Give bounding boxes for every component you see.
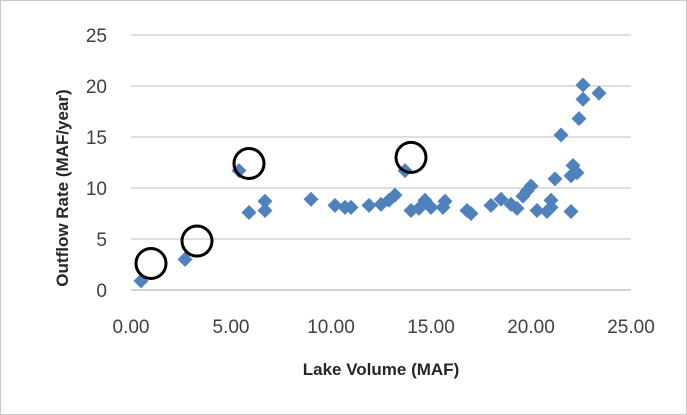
data-point	[241, 204, 257, 220]
data-point	[563, 203, 579, 219]
x-tick-label: 5.00	[213, 317, 250, 338]
data-point	[523, 178, 539, 194]
data-point	[257, 202, 273, 218]
data-point	[529, 202, 545, 218]
y-tick-labels: 0 5 10 15 20 25	[86, 26, 107, 302]
y-tick-label: 0	[96, 281, 107, 302]
data-point	[543, 192, 559, 208]
data-point	[463, 206, 479, 221]
data-point	[177, 251, 193, 267]
highlight-circle	[394, 140, 428, 174]
x-tick-label: 25.00	[607, 317, 655, 338]
x-tick-label: 10.00	[307, 317, 355, 338]
data-point	[437, 193, 453, 209]
data-point	[483, 197, 499, 213]
y-tick-label: 5	[96, 230, 107, 251]
data-point	[361, 197, 377, 213]
x-tick-label: 0.00	[113, 317, 150, 338]
x-tick-label: 15.00	[407, 317, 455, 338]
data-point	[591, 85, 607, 101]
data-point	[493, 191, 509, 207]
x-tick-label: 20.00	[507, 317, 555, 338]
data-point	[553, 127, 569, 143]
x-axis-title: Lake Volume (MAF)	[303, 360, 459, 379]
data-point	[569, 165, 585, 181]
data-point	[575, 77, 591, 93]
data-point	[571, 111, 587, 127]
highlight-circle	[180, 224, 214, 258]
data-point	[423, 199, 439, 215]
data-point	[343, 199, 359, 215]
y-tick-label: 15	[86, 128, 107, 149]
data-point	[303, 191, 319, 207]
data-point	[575, 91, 591, 107]
grid-lines	[131, 34, 631, 240]
highlight-circle	[232, 147, 266, 181]
x-tick-labels: 0.00 5.00 10.00 15.00 20.00 25.00	[113, 317, 655, 338]
data-points	[133, 77, 607, 289]
data-point	[509, 200, 525, 216]
data-point	[547, 171, 563, 187]
highlight-circle	[134, 246, 168, 280]
data-point	[327, 197, 343, 213]
y-tick-label: 25	[86, 26, 107, 47]
data-point	[257, 193, 273, 209]
y-tick-label: 10	[86, 179, 107, 200]
y-tick-label: 20	[86, 77, 107, 98]
data-point	[387, 187, 403, 203]
y-axis-title: Outflow Rate (MAF/year)	[53, 89, 72, 286]
highlight-circles	[134, 140, 428, 280]
